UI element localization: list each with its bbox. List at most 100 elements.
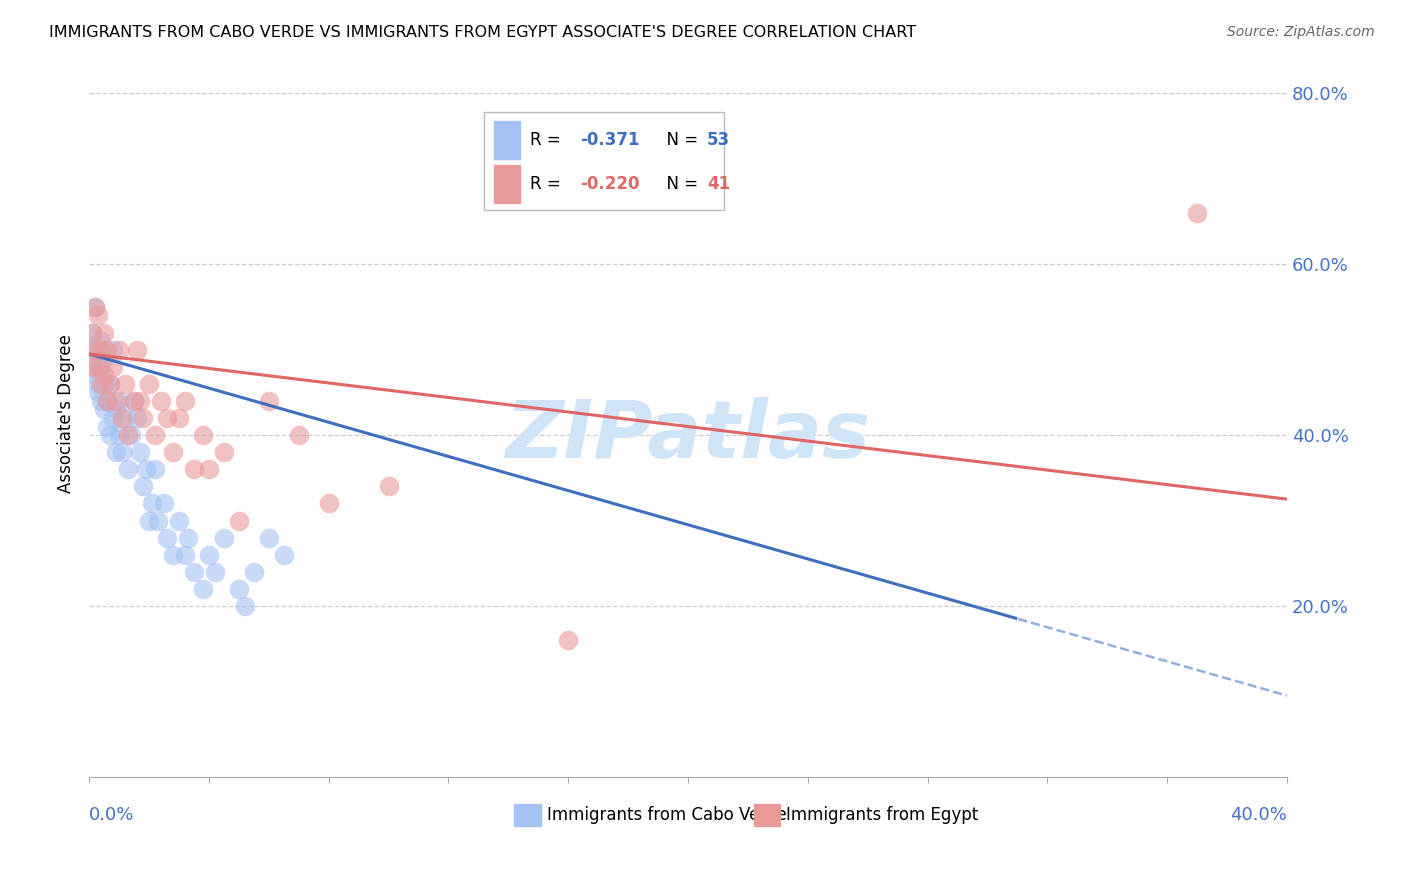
Point	[228, 582, 250, 596]
Point	[98, 376, 121, 391]
Point	[87, 359, 110, 374]
Point	[96, 419, 118, 434]
Point	[156, 411, 179, 425]
Point	[191, 582, 214, 596]
Point	[204, 565, 226, 579]
Point	[149, 393, 172, 408]
Y-axis label: Associate's Degree: Associate's Degree	[58, 334, 75, 493]
Point	[177, 531, 200, 545]
Point	[122, 393, 145, 408]
Point	[111, 445, 134, 459]
Point	[80, 359, 103, 374]
Point	[93, 402, 115, 417]
Point	[135, 462, 157, 476]
Point	[557, 633, 579, 648]
Point	[111, 411, 134, 425]
Point	[93, 376, 115, 391]
Text: -0.220: -0.220	[581, 176, 640, 194]
Point	[117, 428, 139, 442]
Point	[156, 531, 179, 545]
Point	[198, 462, 221, 476]
Text: IMMIGRANTS FROM CABO VERDE VS IMMIGRANTS FROM EGYPT ASSOCIATE'S DEGREE CORRELATI: IMMIGRANTS FROM CABO VERDE VS IMMIGRANTS…	[49, 25, 917, 40]
Point	[114, 376, 136, 391]
Text: 0.0%: 0.0%	[89, 805, 135, 824]
Point	[105, 393, 128, 408]
Point	[98, 376, 121, 391]
Point	[162, 445, 184, 459]
Point	[90, 359, 112, 374]
Point	[143, 462, 166, 476]
Point	[120, 428, 142, 442]
Point	[183, 462, 205, 476]
Text: 41: 41	[707, 176, 730, 194]
Point	[287, 428, 309, 442]
FancyBboxPatch shape	[485, 112, 724, 211]
FancyBboxPatch shape	[494, 165, 520, 203]
Point	[143, 428, 166, 442]
Point	[153, 496, 176, 510]
Point	[318, 496, 340, 510]
Point	[162, 548, 184, 562]
Point	[84, 300, 107, 314]
Point	[101, 359, 124, 374]
Point	[174, 548, 197, 562]
Point	[125, 343, 148, 357]
Point	[80, 326, 103, 340]
Point	[233, 599, 256, 613]
Text: N =: N =	[655, 131, 703, 149]
Point	[101, 343, 124, 357]
FancyBboxPatch shape	[754, 805, 780, 826]
Point	[93, 326, 115, 340]
Point	[90, 334, 112, 348]
Point	[132, 479, 155, 493]
Text: Immigrants from Cabo Verde: Immigrants from Cabo Verde	[547, 806, 786, 824]
Text: 40.0%: 40.0%	[1230, 805, 1286, 824]
Point	[243, 565, 266, 579]
Point	[93, 351, 115, 366]
Point	[132, 411, 155, 425]
Point	[257, 531, 280, 545]
Point	[87, 376, 110, 391]
Text: N =: N =	[655, 176, 703, 194]
Point	[141, 496, 163, 510]
Text: 53: 53	[707, 131, 730, 149]
Point	[98, 428, 121, 442]
Text: Immigrants from Egypt: Immigrants from Egypt	[786, 806, 979, 824]
Point	[174, 393, 197, 408]
Point	[101, 411, 124, 425]
Point	[84, 368, 107, 383]
Point	[96, 393, 118, 408]
Point	[90, 343, 112, 357]
Point	[90, 376, 112, 391]
Point	[129, 445, 152, 459]
Point	[105, 402, 128, 417]
Text: R =: R =	[530, 131, 567, 149]
Point	[228, 514, 250, 528]
Point	[84, 343, 107, 357]
Point	[198, 548, 221, 562]
Point	[257, 393, 280, 408]
Text: ZIPatlas: ZIPatlas	[506, 397, 870, 475]
Point	[90, 393, 112, 408]
Point	[212, 445, 235, 459]
Text: Source: ZipAtlas.com: Source: ZipAtlas.com	[1227, 25, 1375, 39]
Point	[122, 393, 145, 408]
Point	[105, 445, 128, 459]
Point	[117, 462, 139, 476]
Point	[108, 393, 131, 408]
Point	[84, 300, 107, 314]
FancyBboxPatch shape	[494, 121, 520, 159]
Point	[96, 343, 118, 357]
Point	[80, 359, 103, 374]
Text: R =: R =	[530, 176, 567, 194]
Point	[191, 428, 214, 442]
Point	[87, 309, 110, 323]
Point	[125, 411, 148, 425]
Point	[138, 514, 160, 528]
Text: -0.371: -0.371	[581, 131, 640, 149]
Point	[114, 411, 136, 425]
Point	[129, 393, 152, 408]
Point	[87, 343, 110, 357]
FancyBboxPatch shape	[515, 805, 541, 826]
Point	[108, 343, 131, 357]
